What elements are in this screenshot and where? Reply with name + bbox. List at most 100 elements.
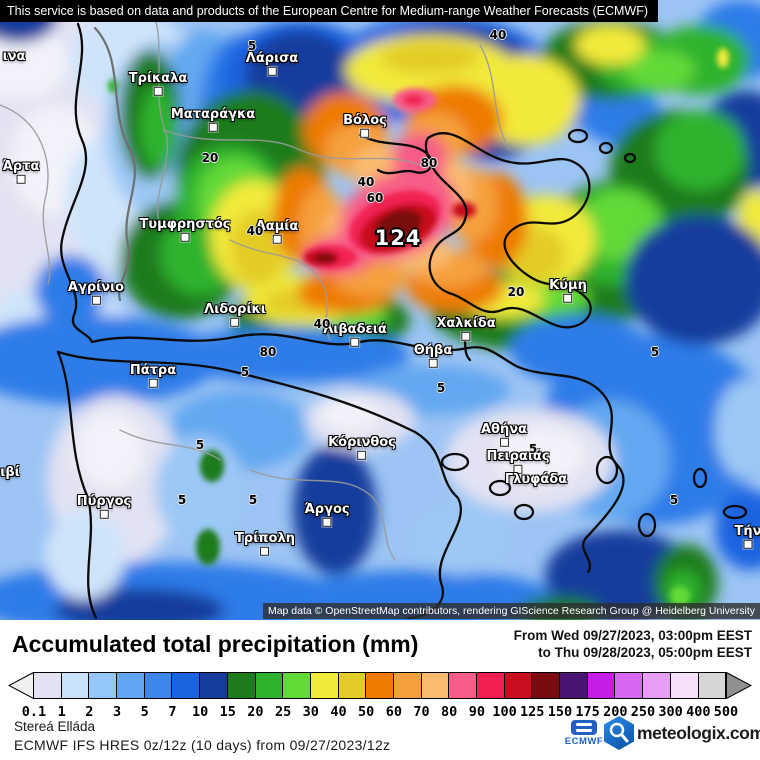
city-name: Αγρίνιο [67, 279, 125, 295]
city-name: Γλυφάδα [504, 471, 568, 487]
contour-label: 5 [528, 442, 538, 456]
city-marker [272, 234, 282, 244]
color-scale-cells [33, 672, 727, 699]
city-label: Θήβα [414, 344, 452, 368]
city-label: ινα [3, 50, 26, 63]
scale-tick: 150 [547, 704, 573, 720]
city-label: Χαλκίδα [436, 315, 496, 341]
scale-cell [199, 672, 228, 699]
city-marker [16, 174, 26, 184]
scale-tick: 60 [385, 704, 402, 720]
scale-tick: 400 [686, 704, 711, 720]
contour-label: 80 [259, 345, 277, 359]
city-name: Τυμφρηστός [139, 216, 231, 232]
scale-cell [88, 672, 118, 699]
city-name: Πύργος [76, 493, 132, 509]
ecmwf-logo-label: ECMWF [564, 736, 604, 747]
city-name: Τήν [734, 523, 760, 539]
scale-cell [531, 672, 561, 699]
city-name: Πειραιάς [486, 448, 550, 464]
map-attribution: Map data © OpenStreetMap contributors, r… [262, 603, 760, 619]
scale-tick: 40 [330, 704, 347, 720]
city-name: Χαλκίδα [436, 315, 496, 331]
city-label: Πύργος [77, 495, 131, 519]
city-marker [99, 509, 109, 519]
city-name: Ματαράγκα [170, 106, 256, 122]
city-label: ιβί [0, 466, 19, 479]
city-label: Αθήνα [481, 423, 527, 447]
city-marker [153, 86, 163, 96]
city-label: Γλυφάδα [505, 473, 567, 486]
city-name: Κύμη [549, 277, 587, 293]
scale-tick: 20 [247, 704, 264, 720]
city-name: Τρίκαλα [128, 70, 188, 86]
peak-value-label: 124 [374, 226, 422, 250]
scale-tick: 0.1 [21, 704, 47, 720]
scale-arrow-right [726, 672, 752, 699]
contour-label: 5 [436, 381, 446, 395]
scale-cell [337, 672, 367, 699]
scale-cell [309, 672, 339, 699]
city-label: Άρτα [2, 158, 40, 184]
city-label: Τήν [735, 525, 760, 549]
city-label: Λιδορίκι [204, 303, 266, 327]
meteologix-hexagon-icon [604, 716, 634, 750]
contour-label: 5 [248, 493, 258, 507]
scale-tick: 10 [191, 704, 209, 720]
scale-cell [171, 672, 201, 699]
city-label: Κόρινθος [328, 436, 396, 460]
scale-cell [559, 672, 588, 699]
city-name: Λάρισα [245, 50, 299, 66]
city-label: Άργος [304, 503, 350, 527]
city-name: ινα [2, 48, 26, 64]
city-name: Λαμία [255, 218, 299, 234]
city-marker [743, 539, 753, 549]
scale-cell [60, 672, 90, 699]
legend-panel: Accumulated total precipitation (mm) Fro… [0, 620, 760, 760]
city-name: Αθήνα [480, 421, 528, 437]
scale-cell [503, 672, 533, 699]
contour-label: 60 [366, 191, 384, 205]
forecast-period: From Wed 09/27/2023, 03:00pm EEST to Thu… [514, 628, 752, 661]
scale-cell [365, 672, 394, 699]
city-name: Τρίπολη [235, 530, 295, 546]
scale-cell [116, 672, 145, 699]
contour-label: 40 [357, 175, 375, 189]
scale-tick: 90 [468, 704, 486, 720]
scale-tick: 125 [520, 704, 545, 720]
scale-cell [282, 672, 311, 699]
city-name: Λιβαδειά [323, 321, 387, 337]
city-marker [148, 378, 158, 388]
period-to: to Thu 09/28/2023, 05:00pm EEST [538, 644, 752, 660]
contour-label: 5 [240, 365, 250, 379]
city-marker [360, 128, 370, 138]
scale-tick: 7 [168, 704, 177, 720]
city-label: Λιβαδειά [323, 323, 387, 347]
scale-tick: 30 [302, 704, 319, 720]
scale-tick-labels: 0.1 1 2 3 5 7 10 15 20 25 30 40 50 60 70 80 90 100 125 150 1… [8, 704, 752, 720]
city-label: Τρίκαλα [128, 70, 188, 96]
city-name: Λιδορίκι [204, 301, 266, 317]
city-name: Κόρινθος [328, 434, 396, 450]
precipitation-map: ινα Τρίκαλα Λάρισα Ματαράγκα Βόλος Άρτα Τυμφρη… [0, 0, 760, 620]
city-marker [350, 337, 360, 347]
contour-label: 20 [507, 285, 525, 299]
scale-cell [697, 672, 727, 699]
scale-arrow-left [8, 672, 34, 699]
scale-cell [586, 672, 616, 699]
scale-cell [226, 672, 256, 699]
region-name: Stereá Elláda [14, 719, 96, 734]
city-name: Άρτα [2, 158, 40, 174]
contour-label: 5 [650, 345, 660, 359]
city-marker [230, 317, 240, 327]
meteologix-wordmark: meteologix.com [637, 722, 760, 743]
scale-tick: 25 [274, 704, 292, 720]
city-name: Βόλος [343, 112, 387, 128]
city-marker [208, 122, 218, 132]
scale-cell [669, 672, 699, 699]
scale-tick: 100 [492, 704, 517, 720]
scale-cell [614, 672, 644, 699]
scale-cell [642, 672, 671, 699]
map-label-layer: ινα Τρίκαλα Λάρισα Ματαράγκα Βόλος Άρτα Τυμφρη… [0, 29, 760, 556]
scale-tick: 500 [713, 704, 739, 720]
